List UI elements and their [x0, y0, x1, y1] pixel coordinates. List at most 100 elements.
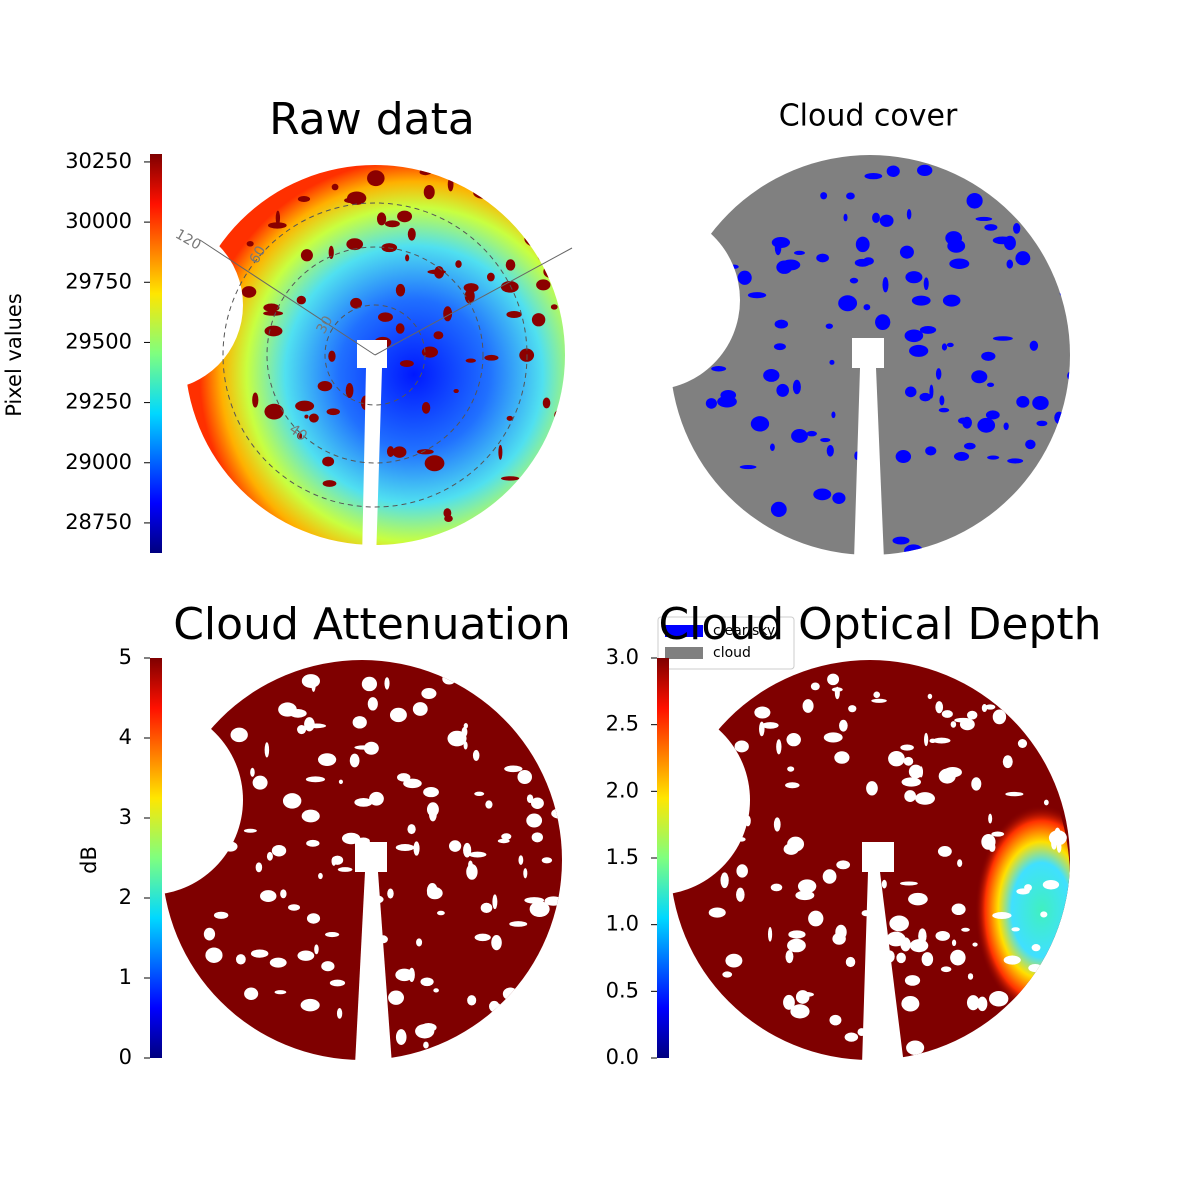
cloud-blob: [827, 673, 840, 686]
cloud-blob: [886, 165, 900, 177]
cloud-blob: [1005, 791, 1024, 797]
cloud-blob: [486, 272, 495, 282]
cloud-blob: [384, 677, 390, 690]
cloud-blob: [363, 741, 379, 755]
cloud-blob: [1051, 837, 1057, 850]
cloud-blob: [203, 927, 216, 941]
cloud-blob: [975, 216, 993, 222]
cloud-blob: [322, 456, 335, 467]
cloud-blob: [831, 411, 836, 419]
cloud-blob: [717, 395, 737, 408]
cloud-blob: [395, 968, 414, 982]
cloud-blob: [421, 401, 431, 414]
panel-title: Cloud cover: [779, 99, 958, 134]
cloud-blob: [329, 979, 346, 987]
colorbar: [150, 658, 162, 1058]
cloud-blob: [264, 325, 283, 337]
cloud-blob: [941, 343, 948, 351]
cloud-blob: [790, 1004, 810, 1019]
cloud-blob: [950, 721, 957, 728]
cloud-blob: [986, 382, 995, 387]
cloud-blob: [802, 699, 814, 713]
cloud-blob: [345, 382, 354, 399]
cloud-blob: [919, 392, 932, 402]
cloud-blob: [213, 911, 229, 919]
cloud-blob: [985, 410, 1000, 420]
cloud-blob: [1016, 396, 1030, 408]
cloud-blob: [288, 904, 300, 911]
cloud-blob: [472, 749, 480, 761]
colorbar-label: Pixel values: [2, 293, 26, 417]
cloud-blob: [820, 192, 828, 200]
cloud-blob: [927, 693, 933, 700]
panel-title: Cloud Attenuation: [173, 599, 571, 650]
cloud-blob: [252, 775, 268, 790]
panel-title: Raw data: [269, 94, 475, 145]
cloud-blob: [940, 966, 952, 973]
colorbar-tick-label: 0.5: [606, 978, 639, 1002]
cloud-blob: [871, 698, 887, 703]
cloud-blob: [849, 277, 859, 284]
cloud-blob: [322, 480, 337, 487]
cloud-blob: [463, 723, 468, 729]
cloud-blob: [889, 915, 909, 932]
cloud-blob: [1043, 799, 1049, 806]
cloud-blob: [274, 990, 287, 995]
cloud-blob: [736, 887, 745, 902]
cloud-blob: [899, 245, 914, 259]
cloud-blob: [392, 446, 407, 458]
cloud-blob: [419, 168, 432, 176]
cloud-blob: [904, 386, 917, 398]
cloud-blob: [734, 740, 749, 753]
cloud-blob: [941, 710, 953, 718]
cloud-blob: [971, 370, 988, 384]
cloud-blob: [708, 907, 726, 918]
cloud-blob: [855, 236, 870, 253]
cloud-blob: [725, 953, 743, 968]
cloud-blob: [448, 840, 462, 852]
cloud-blob: [524, 230, 545, 247]
cloud-blob: [338, 779, 343, 785]
cloud-blob: [866, 781, 878, 796]
cloud-blob: [306, 913, 321, 924]
cloud-blob: [463, 283, 479, 293]
polar-label: 30: [314, 313, 337, 336]
cloud-blob: [825, 323, 833, 329]
cloud-blob: [935, 368, 942, 380]
cloud-blob: [938, 407, 950, 413]
cloud-blob: [977, 996, 988, 1012]
cloud-blob: [992, 709, 1007, 725]
cloud-blob: [939, 395, 945, 406]
cloud-blob: [822, 869, 837, 884]
cloud-blob: [485, 800, 493, 809]
cloud-blob: [250, 949, 269, 958]
cloud-blob: [297, 432, 303, 440]
cloud-blob: [420, 977, 434, 987]
colorbar-tick-label: 29250: [65, 390, 132, 414]
cloud-blob: [563, 860, 580, 873]
cloud-blob: [1006, 259, 1014, 269]
cloud-blob: [354, 798, 373, 807]
cloud-blob: [770, 883, 783, 892]
cloud-blob: [900, 744, 914, 751]
cloud-blob: [241, 286, 257, 298]
cloud-blob: [280, 889, 287, 899]
cloud-blob: [881, 879, 887, 889]
cloud-blob: [282, 793, 302, 809]
cloud-blob: [437, 910, 445, 916]
cloud-blob: [774, 240, 782, 256]
cloud-blob: [785, 950, 794, 964]
cloud-blob: [808, 910, 824, 927]
cloud-blob: [736, 864, 748, 878]
cloud-blob: [953, 451, 970, 461]
cloud-blob: [787, 766, 795, 772]
cloud-blob: [498, 444, 503, 460]
cloud-blob: [318, 872, 323, 880]
colorbar-tick-label: 0.0: [606, 1045, 639, 1069]
cloud-blob: [798, 992, 814, 997]
cloud-blob: [946, 342, 954, 348]
cloud-blob: [795, 890, 815, 901]
cloud-blob: [1011, 927, 1020, 932]
cloud-blob: [423, 787, 439, 798]
cloud-blob: [835, 924, 847, 940]
